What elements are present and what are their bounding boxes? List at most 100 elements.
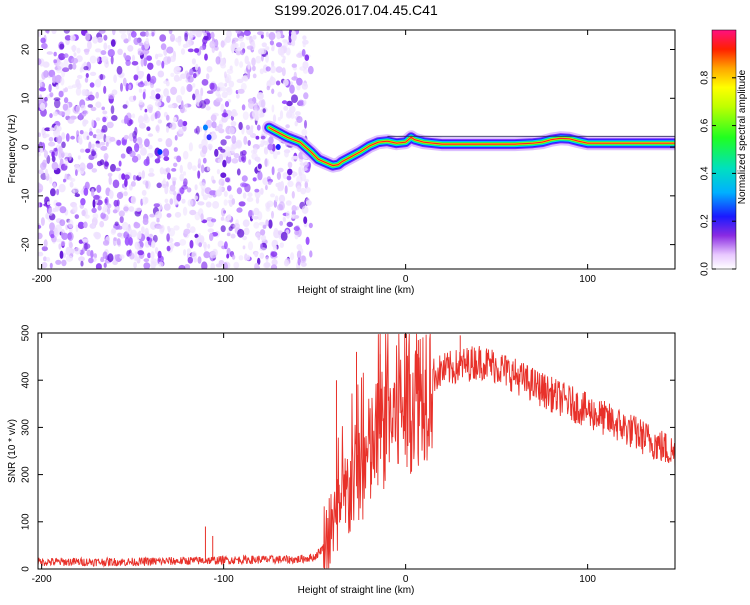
noise-blob <box>233 153 240 159</box>
noise-blob <box>176 155 182 163</box>
noise-blob <box>142 91 146 100</box>
noise-blob <box>267 143 274 151</box>
noise-blob <box>233 261 240 269</box>
noise-blob <box>95 134 102 140</box>
noise-blob <box>222 159 227 168</box>
x-tick-label: 0 <box>403 274 409 285</box>
noise-blob <box>187 75 194 83</box>
noise-blob <box>157 138 163 142</box>
noise-blob <box>179 164 183 174</box>
noise-blob <box>259 252 265 259</box>
noise-blob <box>91 168 98 173</box>
noise-blob <box>194 233 199 239</box>
noise-blob <box>194 195 199 201</box>
colorbar-tick-label: 0.6 <box>700 118 711 132</box>
noise-blob <box>188 142 193 152</box>
noise-blob <box>265 66 271 72</box>
noise-blob <box>148 106 153 114</box>
noise-blob <box>238 155 243 163</box>
noise-blob <box>113 237 118 242</box>
noise-blob <box>74 247 81 255</box>
noise-blob <box>138 99 144 106</box>
noise-blob <box>290 252 295 261</box>
noise-blob <box>41 71 46 80</box>
noise-blob <box>38 202 41 208</box>
noise-blob <box>103 85 107 94</box>
noise-blob <box>109 136 116 142</box>
noise-blob <box>284 185 288 195</box>
noise-blob <box>165 138 173 148</box>
noise-blob <box>187 199 194 207</box>
noise-blob <box>276 42 282 48</box>
noise-blob <box>307 65 314 75</box>
noise-blob <box>248 159 252 165</box>
noise-blob <box>194 48 200 53</box>
noise-blob <box>271 88 275 95</box>
noise-blob <box>204 53 208 61</box>
noise-blob <box>161 60 165 69</box>
noise-blob <box>254 251 259 258</box>
noise-blob <box>83 243 91 250</box>
noise-blob <box>296 53 303 58</box>
noise-blob <box>221 207 226 217</box>
noise-blob <box>113 74 117 83</box>
noise-blob <box>92 221 96 228</box>
noise-blob <box>156 217 160 223</box>
noise-blob <box>284 150 289 158</box>
noise-blob <box>199 45 207 51</box>
noise-blob <box>308 222 313 229</box>
noise-blob <box>91 143 95 149</box>
noise-blob <box>186 248 191 254</box>
noise-blob <box>113 199 119 207</box>
colorbar: 0.0 0.2 0.4 0.6 0.8 Normalized spectral ampl… <box>700 29 748 276</box>
noise-blob <box>49 222 55 231</box>
noise-blob <box>257 31 264 36</box>
noise-blob <box>108 176 112 185</box>
noise-blob <box>166 126 169 133</box>
noise-blob <box>81 238 89 243</box>
noise-blob <box>80 198 86 206</box>
noise-blob <box>255 232 261 238</box>
noise-blob <box>247 192 253 198</box>
y-tick-label: -20 <box>21 237 32 252</box>
noise-blob <box>170 86 178 95</box>
noise-blob <box>136 65 140 74</box>
noise-blob <box>258 221 266 226</box>
noise-blob <box>45 168 48 177</box>
noise-blob <box>117 48 123 55</box>
noise-blob <box>83 61 87 67</box>
noise-blob <box>251 152 258 160</box>
noise-blob <box>248 100 255 110</box>
noise-blob <box>110 105 115 114</box>
noise-blob <box>296 250 302 259</box>
noise-blob <box>116 238 121 246</box>
noise-blob <box>209 40 216 49</box>
noise-blob <box>255 135 260 140</box>
noise-blob <box>243 227 250 236</box>
noise-blob <box>43 239 48 248</box>
noise-blob <box>271 210 274 219</box>
noise-blob <box>255 197 260 204</box>
noise-blob <box>38 87 47 92</box>
noise-blob <box>201 261 208 269</box>
noise-blob <box>120 82 123 92</box>
noise-blob <box>212 201 220 209</box>
spectrogram-ylabel: Frequency (Hz) <box>7 115 18 184</box>
noise-blob <box>99 141 106 146</box>
noise-blob <box>79 130 84 135</box>
noise-blob <box>145 37 149 45</box>
noise-blob <box>131 155 139 163</box>
noise-blob <box>140 147 147 156</box>
noise-blob <box>128 84 132 90</box>
noise-blob <box>49 113 53 119</box>
noise-blob <box>133 261 138 269</box>
noise-blob <box>124 55 131 62</box>
noise-blob <box>55 259 62 265</box>
noise-blob <box>225 177 230 183</box>
noise-blob <box>99 220 105 228</box>
noise-blob <box>272 244 278 252</box>
noise-blob <box>88 141 92 150</box>
noise-blob <box>194 184 198 191</box>
